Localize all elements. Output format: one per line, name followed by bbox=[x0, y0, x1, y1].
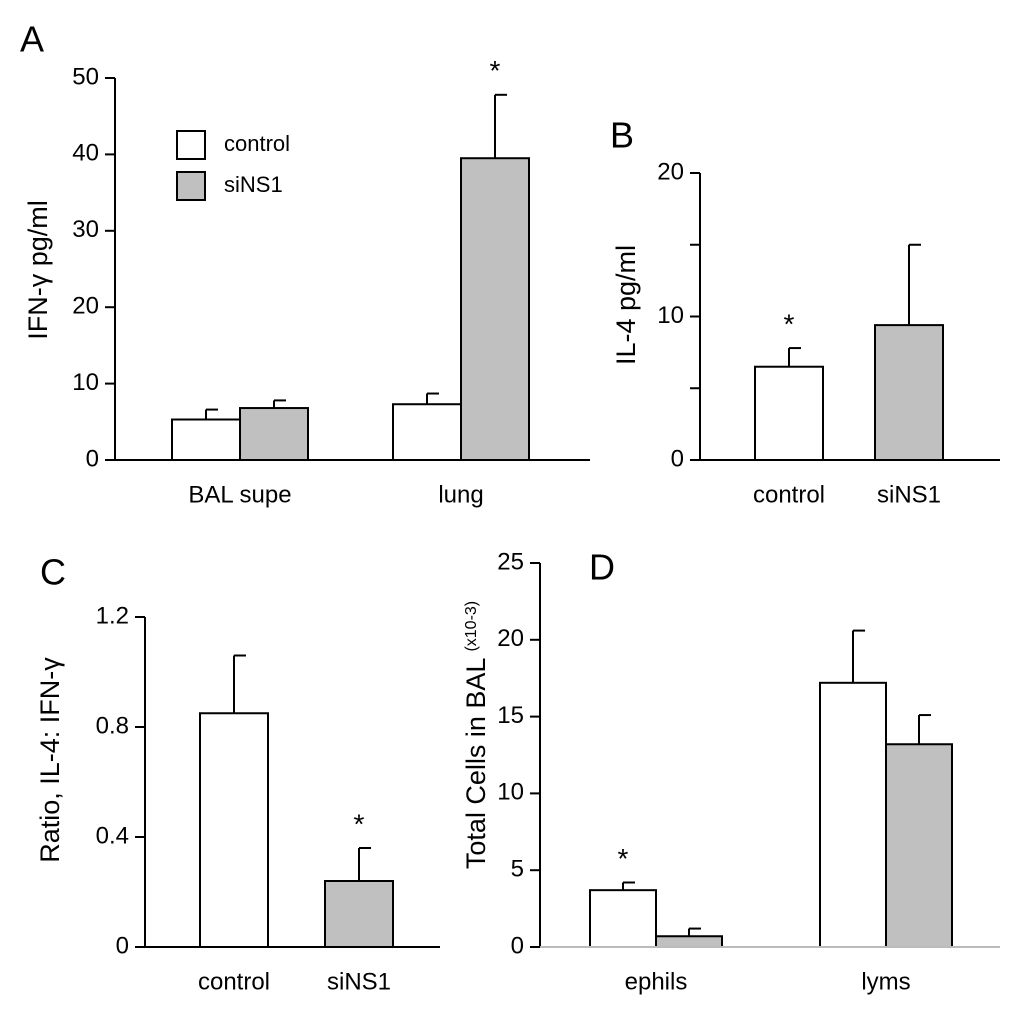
panel-label: A bbox=[20, 19, 44, 60]
bar bbox=[754, 365, 824, 462]
bar bbox=[885, 743, 953, 948]
y-axis-label-text: IL-4 pg/ml bbox=[611, 245, 641, 365]
legend-label: control bbox=[224, 131, 290, 156]
bar bbox=[460, 157, 530, 461]
y-axis-label-text: Ratio, IL-4: IFN-γ bbox=[35, 657, 65, 863]
bar bbox=[324, 880, 394, 948]
bar bbox=[239, 407, 309, 462]
y-tick-label: 10 bbox=[72, 369, 99, 396]
legend-swatch bbox=[176, 171, 206, 201]
y-tick-label: 0 bbox=[511, 932, 524, 959]
y-tick-label: 50 bbox=[72, 63, 99, 90]
annotation: * bbox=[784, 308, 795, 339]
y-tick-label: 0 bbox=[86, 445, 99, 472]
y-axis-label: Ratio, IL-4: IFN-γ bbox=[35, 657, 65, 863]
y-tick-label: 0.4 bbox=[96, 822, 129, 849]
y-tick-label: 20 bbox=[657, 158, 684, 185]
x-tick-label: control bbox=[198, 968, 270, 995]
bar bbox=[874, 324, 944, 461]
x-tick-label: control bbox=[753, 481, 825, 508]
annotation: * bbox=[354, 808, 365, 839]
bar bbox=[171, 418, 241, 461]
y-tick-label: 30 bbox=[72, 216, 99, 243]
y-tick-label: 5 bbox=[511, 856, 524, 883]
y-tick-label: 20 bbox=[72, 293, 99, 320]
x-tick-label: BAL supe bbox=[188, 481, 291, 508]
y-tick-label: 0 bbox=[671, 445, 684, 472]
y-tick-label: 40 bbox=[72, 140, 99, 167]
legend-label: siNS1 bbox=[224, 172, 283, 197]
bar bbox=[589, 889, 657, 949]
x-tick-label: siNS1 bbox=[877, 481, 941, 508]
panel-label: B bbox=[610, 115, 634, 156]
panel-label: C bbox=[40, 552, 66, 593]
x-tick-label: lung bbox=[438, 481, 483, 508]
x-tick-label: siNS1 bbox=[327, 968, 391, 995]
x-tick-label: lyms bbox=[861, 968, 910, 995]
y-axis-label: IFN-γ pg/ml bbox=[23, 200, 53, 340]
y-tick-label: 10 bbox=[657, 302, 684, 329]
y-tick-label: 0 bbox=[116, 932, 129, 959]
bar bbox=[819, 681, 887, 948]
y-axis-label-text: Total Cells in BAL bbox=[461, 658, 491, 870]
panel-label: D bbox=[589, 547, 615, 588]
legend-swatch bbox=[176, 130, 206, 160]
bar bbox=[655, 935, 723, 948]
y-tick-label: 20 bbox=[497, 625, 524, 652]
y-tick-label: 0.8 bbox=[96, 712, 129, 739]
annotation: * bbox=[490, 55, 501, 86]
x-tick-label: ephils bbox=[625, 968, 688, 995]
y-axis-label-note: (x10-3) bbox=[463, 601, 480, 652]
y-axis-label: IL-4 pg/ml bbox=[611, 245, 641, 365]
y-tick-label: 1.2 bbox=[96, 602, 129, 629]
bar bbox=[392, 403, 462, 461]
annotation: * bbox=[618, 843, 629, 874]
y-axis-label: Total Cells in BAL (x10-3) bbox=[461, 601, 491, 869]
y-tick-label: 25 bbox=[497, 548, 524, 575]
y-axis-label-text: IFN-γ pg/ml bbox=[23, 200, 53, 340]
bar bbox=[199, 712, 269, 948]
y-tick-label: 15 bbox=[497, 702, 524, 729]
y-tick-label: 10 bbox=[497, 779, 524, 806]
